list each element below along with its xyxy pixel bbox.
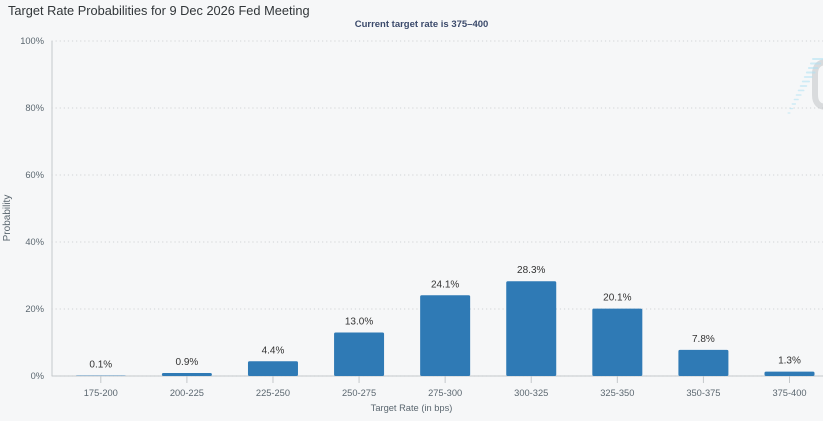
- svg-text:0.1%: 0.1%: [89, 360, 112, 371]
- svg-text:100%: 100%: [20, 36, 44, 46]
- svg-text:275-300: 275-300: [428, 388, 462, 398]
- svg-text:225-250: 225-250: [256, 388, 290, 398]
- svg-text:175-200: 175-200: [84, 388, 118, 398]
- svg-text:40%: 40%: [25, 237, 44, 247]
- svg-text:0.9%: 0.9%: [175, 357, 198, 368]
- svg-text:375-400: 375-400: [772, 388, 806, 398]
- svg-text:0%: 0%: [31, 371, 44, 381]
- svg-text:1.3%: 1.3%: [778, 356, 801, 367]
- svg-text:20.1%: 20.1%: [603, 293, 631, 304]
- svg-text:24.1%: 24.1%: [431, 279, 459, 290]
- svg-text:60%: 60%: [25, 170, 44, 180]
- svg-text:325-350: 325-350: [600, 388, 634, 398]
- svg-text:200-225: 200-225: [170, 388, 204, 398]
- svg-text:20%: 20%: [25, 304, 44, 314]
- svg-text:80%: 80%: [25, 103, 44, 113]
- svg-text:13.0%: 13.0%: [345, 316, 373, 327]
- svg-text:300-325: 300-325: [514, 388, 548, 398]
- svg-text:350-375: 350-375: [686, 388, 720, 398]
- svg-text:28.3%: 28.3%: [517, 265, 545, 276]
- svg-text:250-275: 250-275: [342, 388, 376, 398]
- svg-text:7.8%: 7.8%: [692, 334, 715, 345]
- svg-text:4.4%: 4.4%: [262, 345, 285, 356]
